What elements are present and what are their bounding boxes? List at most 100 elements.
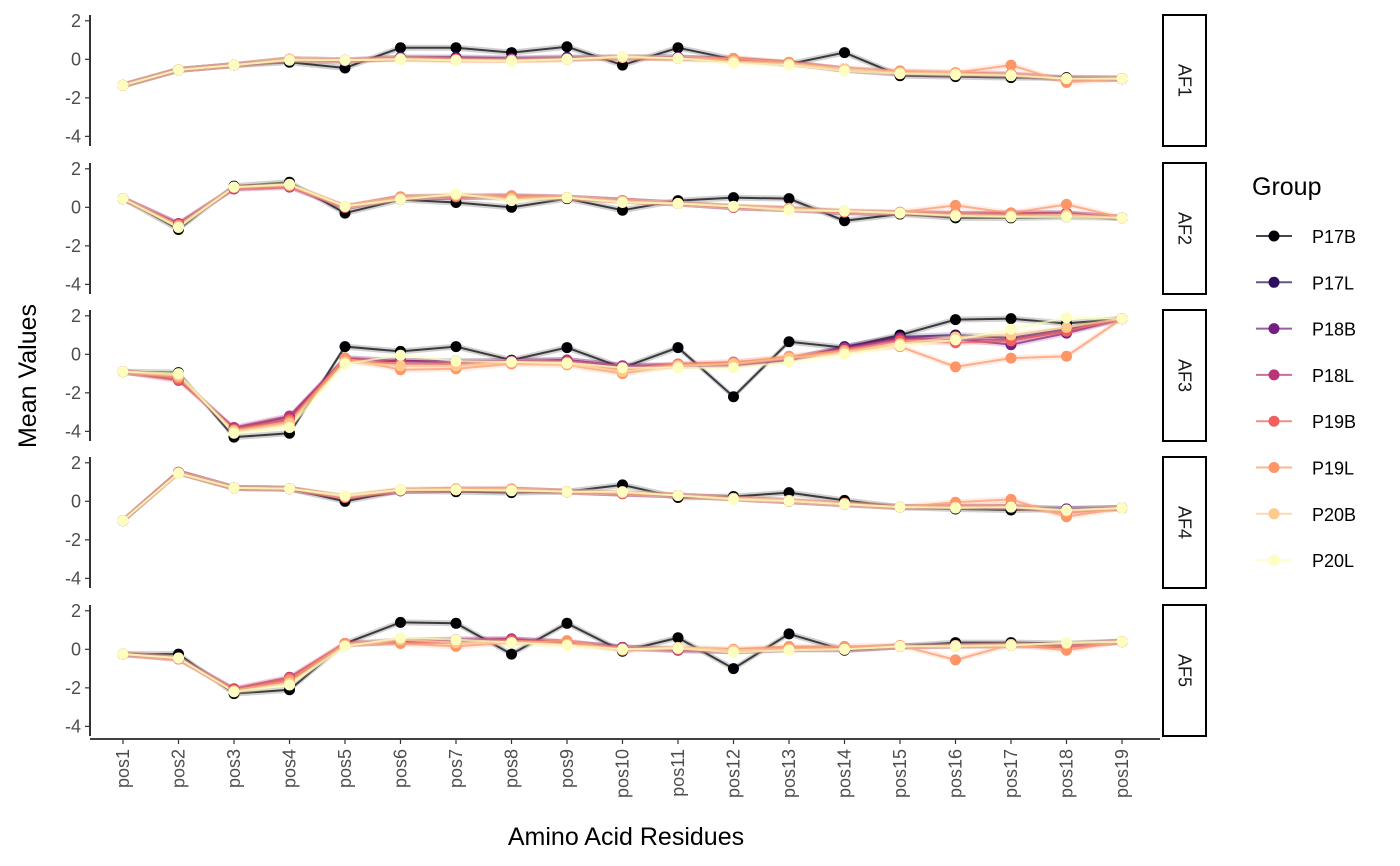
- data-point: [783, 487, 795, 499]
- data-point: [728, 362, 739, 374]
- data-point: [506, 648, 517, 660]
- legend-label: P19L: [1312, 459, 1354, 479]
- y-tick-label: 0: [71, 197, 81, 217]
- legend-item-p17l: P17L: [1256, 273, 1354, 293]
- data-point: [728, 57, 739, 69]
- y-tick-label: 0: [71, 49, 81, 69]
- data-point: [1061, 504, 1072, 516]
- data-point: [728, 663, 739, 675]
- data-point: [561, 192, 573, 204]
- legend-title: Group: [1252, 173, 1321, 201]
- x-tick-label: pos19: [1112, 749, 1132, 798]
- legend-item-p20b: P20B: [1256, 505, 1356, 525]
- panel-af1: 2 0 -2 -4 AF1: [65, 11, 1207, 147]
- data-point: [339, 358, 351, 370]
- series-lines: [122, 619, 1123, 697]
- data-point: [117, 193, 129, 205]
- data-point: [117, 515, 129, 527]
- panel-af4: 2 0 -2 -4 AF4: [65, 453, 1207, 589]
- data-point: [228, 59, 240, 71]
- series-points: [117, 41, 1128, 91]
- data-point: [894, 640, 906, 652]
- legend-item-p19b: P19B: [1256, 412, 1356, 432]
- data-point: [1005, 493, 1017, 505]
- y-tick-label: -4: [65, 126, 81, 146]
- data-point: [783, 59, 795, 71]
- data-point: [1005, 59, 1017, 71]
- data-point: [783, 495, 795, 507]
- data-point: [506, 195, 517, 207]
- data-point: [395, 616, 406, 628]
- y-tick-label: 0: [71, 491, 81, 511]
- data-point: [561, 41, 573, 53]
- legend-key-point: [1268, 369, 1280, 381]
- data-point: [783, 356, 795, 368]
- y-tick-label: 2: [71, 306, 81, 326]
- data-point: [561, 53, 573, 65]
- facet-strip-label: AF4: [1175, 506, 1195, 539]
- data-point: [728, 646, 739, 658]
- data-point: [894, 340, 906, 352]
- x-tick-label: pos17: [1001, 749, 1021, 798]
- data-point: [450, 341, 462, 353]
- data-point: [117, 648, 129, 660]
- legend-key-point: [1268, 462, 1280, 473]
- data-point: [450, 42, 462, 54]
- data-point: [617, 362, 628, 374]
- data-point: [894, 207, 906, 219]
- legend-label: P19B: [1312, 412, 1356, 432]
- facet-strip: [1162, 309, 1207, 442]
- series-ribbon-p20l: [123, 634, 1122, 695]
- data-point: [950, 334, 961, 346]
- x-tick-label: pos15: [890, 749, 910, 798]
- data-point: [617, 196, 628, 208]
- data-point: [561, 617, 573, 629]
- x-tick-label: pos4: [280, 749, 300, 788]
- series-points: [117, 616, 1128, 700]
- y-tick-label: -2: [65, 678, 81, 698]
- data-point: [173, 368, 184, 380]
- data-point: [1061, 198, 1072, 210]
- data-point: [339, 200, 351, 212]
- series-ribbon-p20b: [123, 315, 1122, 435]
- data-point: [783, 336, 795, 348]
- series-ribbon-p17b: [123, 315, 1122, 441]
- data-point: [617, 59, 628, 71]
- legend-label: P17L: [1312, 273, 1354, 293]
- data-point: [894, 68, 906, 80]
- data-point: [617, 643, 628, 655]
- data-point: [1116, 502, 1128, 514]
- data-point: [672, 52, 684, 64]
- x-tick-label: pos18: [1057, 749, 1077, 798]
- facet-strip: [1162, 14, 1207, 147]
- data-point: [1005, 639, 1017, 651]
- y-tick-label: -2: [65, 530, 81, 550]
- data-point: [783, 204, 795, 216]
- data-point: [561, 486, 573, 498]
- data-point: [228, 686, 240, 698]
- y-tick-label: -4: [65, 568, 81, 588]
- legend-label: P20B: [1312, 505, 1356, 525]
- data-point: [839, 205, 850, 217]
- data-point: [894, 501, 906, 513]
- legend-key-point: [1268, 554, 1280, 566]
- chart-panels: 2 0 -2 -4 AF1 2 0 -2 -4 AF2 2 0 -2 -4 AF3 2 0 -2 -4 AF4 2 0 -2…: [65, 11, 1207, 737]
- x-axis: pos1 pos2 pos3 pos4 pos5 pos6 pos7 pos8 pos9 pos1…: [90, 738, 1160, 798]
- y-tick-label: 2: [71, 453, 81, 473]
- x-tick-label: pos7: [446, 749, 466, 788]
- legend-item-p19l: P19L: [1256, 459, 1354, 479]
- data-point: [672, 632, 684, 644]
- data-point: [1005, 352, 1017, 364]
- data-point: [1005, 501, 1017, 513]
- x-tick-label: pos14: [835, 749, 855, 798]
- data-point: [839, 47, 850, 59]
- data-point: [450, 54, 462, 66]
- series-ribbon-p20l: [123, 53, 1122, 89]
- legend-label: P20L: [1312, 551, 1354, 571]
- data-point: [950, 210, 961, 222]
- data-point: [450, 484, 462, 496]
- data-point: [1061, 637, 1072, 649]
- data-point: [173, 64, 184, 76]
- data-point: [950, 361, 961, 373]
- data-point: [395, 53, 406, 65]
